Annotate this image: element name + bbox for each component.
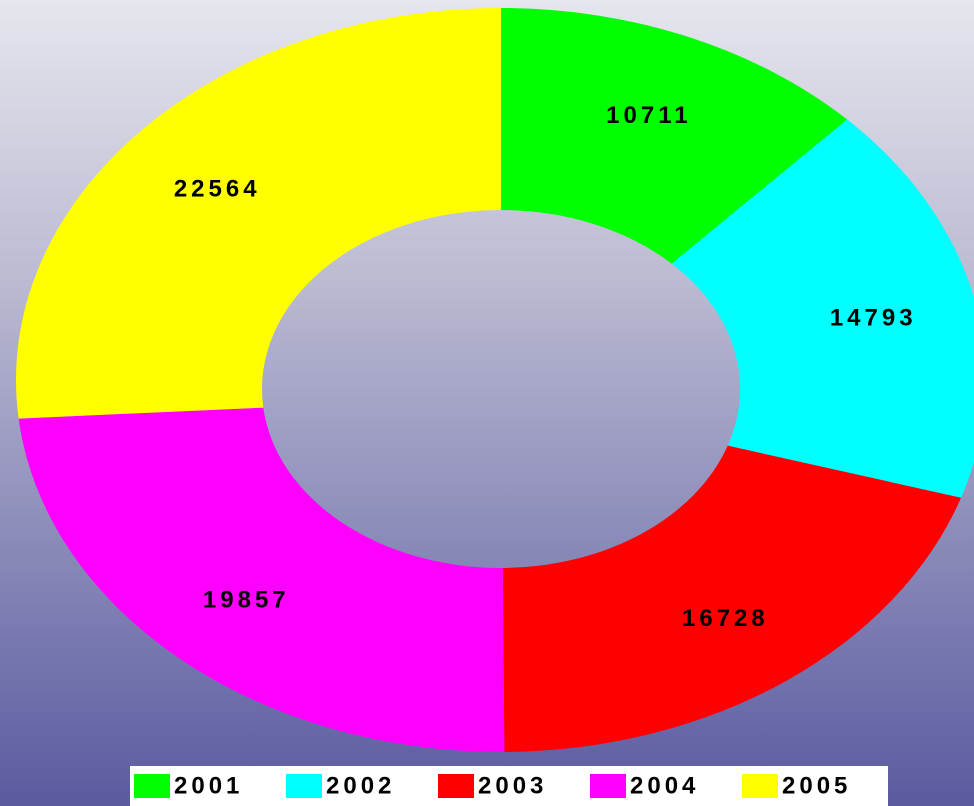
donut-slice xyxy=(671,119,974,498)
legend-swatch xyxy=(438,774,474,798)
legend-label: 2004 xyxy=(630,772,699,799)
legend-swatch xyxy=(286,774,322,798)
donut-slice xyxy=(15,8,501,419)
donut-slice xyxy=(18,407,505,752)
legend-label: 2003 xyxy=(478,772,547,799)
donut-slice xyxy=(502,445,962,752)
donut-slice xyxy=(501,8,848,264)
legend-label: 2005 xyxy=(782,772,851,799)
legend-swatch xyxy=(742,774,778,798)
legend-label: 2002 xyxy=(326,772,395,799)
legend-swatch xyxy=(134,774,170,798)
legend-swatch xyxy=(590,774,626,798)
data-label: 22564 xyxy=(174,175,261,202)
data-label: 14793 xyxy=(830,305,917,332)
data-label: 19857 xyxy=(203,586,290,613)
data-label: 16728 xyxy=(682,605,769,632)
data-label: 10711 xyxy=(606,102,691,129)
legend-label: 2001 xyxy=(174,772,243,799)
